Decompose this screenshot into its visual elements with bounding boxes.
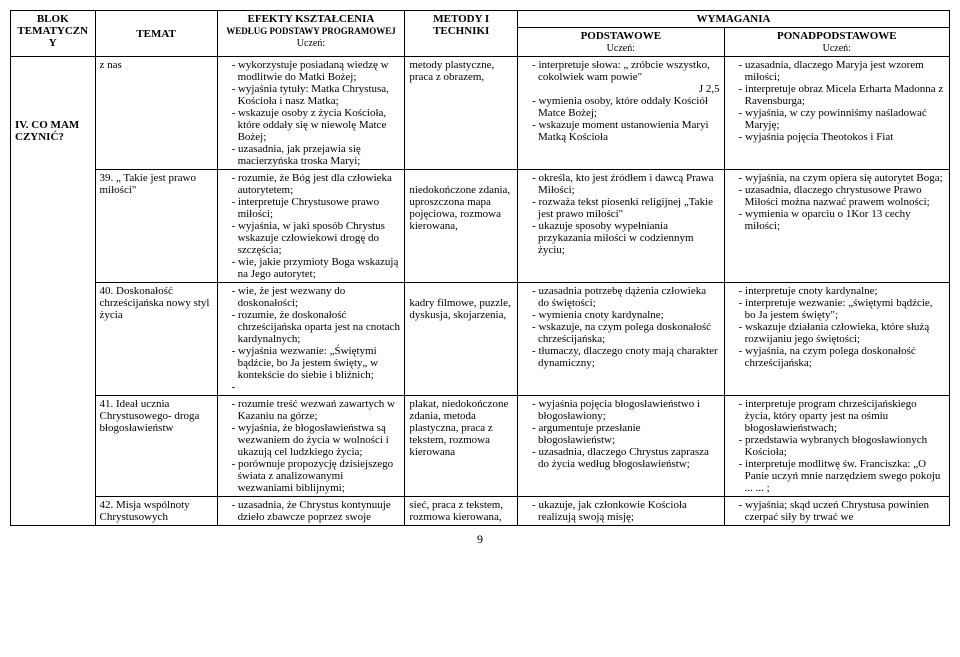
blok-label: IV. CO MAM CZYNIĆ? [15, 119, 79, 143]
cell-ponad: wyjaśnia; skąd uczeń Chrystusa powinien … [724, 497, 949, 526]
header-blok: BLOK TEMATYCZNY [11, 11, 96, 57]
list-item: wskazuje osoby z życia Kościoła, które o… [232, 107, 401, 143]
header-wymagania: WYMAGANIA [518, 11, 950, 28]
table-row: 39. „ Takie jest prawo miłości" rozumie,… [11, 170, 950, 283]
cell-metody: metody plastyczne, praca z obrazem, [405, 57, 518, 170]
cell-ponad: uzasadnia, dlaczego Maryja jest wzorem m… [724, 57, 949, 170]
list-item: uzasadnia, jak przejawia się macierzyńsk… [232, 143, 401, 167]
cell-metody: plakat, niedokończone zdania, metoda pla… [405, 396, 518, 497]
list-item: argumentuje przesłanie błogosławieństw; [532, 422, 720, 446]
header-podst: PODSTAWOWE Uczeń: [518, 28, 725, 57]
cell-podst: określa, kto jest źródłem i dawcą Prawa … [518, 170, 725, 283]
list-item: wskazuje działania człowieka, które służ… [739, 321, 945, 345]
list-item: uzasadnia, że Chrystus kontynuuje dzieło… [232, 499, 401, 523]
list-item: wyjaśnia wezwanie: „Świętymi bądźcie, bo… [232, 345, 401, 381]
header-ponad-uczen: Uczeń: [823, 43, 851, 54]
cell-podst: wyjaśnia pojęcia błogosławieństwo i błog… [518, 396, 725, 497]
list-item: ukazuje, jak członkowie Kościoła realizu… [532, 499, 720, 523]
header-efekty-uczen: Uczeń: [297, 38, 325, 49]
list-text: interpretuje słowa: „ zróbcie wszystko, … [538, 59, 710, 83]
list-item: wyjaśnia, na czym opiera się autorytet B… [739, 172, 945, 184]
list-item: uzasadnia, dlaczego Maryja jest wzorem m… [739, 59, 945, 83]
header-efekty-title: EFEKTY KSZTAŁCENIA [248, 13, 375, 25]
list-item: rozumie, że doskonałość chrześcijańska o… [232, 309, 401, 345]
cell-ponad: interpretuje program chrześcijańskiego ż… [724, 396, 949, 497]
cell-temat: 39. „ Takie jest prawo miłości" [95, 170, 217, 283]
list-item: wie, że jest wezwany do doskonałości; [232, 285, 401, 309]
list-item: porównuje propozycję dzisiejszego świata… [232, 458, 401, 494]
cell-metody: niedokończone zdania, uproszczona mapa p… [405, 170, 518, 283]
header-efekty-sub: WEDŁUG PODSTAWY PROGRAMOWEJ [226, 26, 396, 36]
list-item: określa, kto jest źródłem i dawcą Prawa … [532, 172, 720, 196]
cell-temat: z nas [95, 57, 217, 170]
list-item: wymienia osoby, które oddały Kościół Mat… [532, 95, 720, 119]
cell-metody: sieć, praca z tekstem, rozmowa kierowana… [405, 497, 518, 526]
list-item: wyjaśnia pojęcia Theotokos i Fiat [739, 131, 945, 143]
table-row: 42. Misja wspólnoty Chrystusowych uzasad… [11, 497, 950, 526]
cell-ponad: wyjaśnia, na czym opiera się autorytet B… [724, 170, 949, 283]
list-item: wyjaśnia tytuły: Matka Chrystusa, Kościo… [232, 83, 401, 107]
header-podst-uczen: Uczeń: [607, 43, 635, 54]
header-temat: TEMAT [95, 11, 217, 57]
list-item: wie, jakie przymioty Boga wskazują na Je… [232, 256, 401, 280]
ref-text: J 2,5 [538, 83, 720, 95]
cell-efekty: rozumie, że Bóg jest dla człowieka autor… [217, 170, 405, 283]
list-item: interpretuje wezwanie: „świętymi bądźcie… [739, 297, 945, 321]
table-row: 40. Doskonałość chrześcijańska nowy styl… [11, 283, 950, 396]
list-item: interpretuje obraz Micela Erharta Madonn… [739, 83, 945, 107]
list-item: rozważa tekst piosenki religijnej „Takie… [532, 196, 720, 220]
list-item: wymienia cnoty kardynalne; [532, 309, 720, 321]
list-item [232, 381, 401, 393]
list-item: interpretuje Chrystusowe prawo miłości; [232, 196, 401, 220]
curriculum-table: BLOK TEMATYCZNY TEMAT EFEKTY KSZTAŁCENIA… [10, 10, 950, 526]
list-item: rozumie treść wezwań zawartych w Kazaniu… [232, 398, 401, 422]
list-item: przedstawia wybranych błogosławionych Ko… [739, 434, 945, 458]
cell-efekty: rozumie treść wezwań zawartych w Kazaniu… [217, 396, 405, 497]
list-item: tłumaczy, dlaczego cnoty mają charakter … [532, 345, 720, 369]
cell-podst: interpretuje słowa: „ zróbcie wszystko, … [518, 57, 725, 170]
cell-temat: 42. Misja wspólnoty Chrystusowych [95, 497, 217, 526]
list-item: wykorzystuje posiadaną wiedzę w modlitwi… [232, 59, 401, 83]
list-text: interpretuje modlitwę św. Franciszka: „O… [745, 458, 941, 494]
cell-efekty: wie, że jest wezwany do doskonałości; ro… [217, 283, 405, 396]
header-efekty: EFEKTY KSZTAŁCENIA WEDŁUG PODSTAWY PROGR… [217, 11, 405, 57]
cell-efekty: wykorzystuje posiadaną wiedzę w modlitwi… [217, 57, 405, 170]
page-number: 9 [10, 532, 950, 547]
cell-podst: uzasadnia potrzebę dążenia człowieka do … [518, 283, 725, 396]
header-podst-title: PODSTAWOWE [581, 30, 661, 42]
list-item: wyjaśnia, że błogosławieństwa są wezwani… [232, 422, 401, 458]
header-ponad: PONADPODSTAWOWE Uczeń: [724, 28, 949, 57]
list-item: wymienia w oparciu o 1Kor 13 cechy miłoś… [739, 208, 945, 232]
cell-ponad: interpretuje cnoty kardynalne; interpret… [724, 283, 949, 396]
list-item: interpretuje cnoty kardynalne; [739, 285, 945, 297]
metody-text: kadry filmowe, puzzle, dyskusja, skojarz… [409, 297, 510, 321]
list-item: wyjaśnia, w czy powinniśmy naśladować Ma… [739, 107, 945, 131]
list-item: rozumie, że Bóg jest dla człowieka autor… [232, 172, 401, 196]
cell-blok: IV. CO MAM CZYNIĆ? [11, 57, 96, 526]
list-item: interpretuje program chrześcijańskiego ż… [739, 398, 945, 434]
list-item: wyjaśnia, w jaki sposób Chrystus wskazuj… [232, 220, 401, 256]
list-item: ukazuje sposoby wypełniania przykazania … [532, 220, 720, 256]
list-item: interpretuje modlitwę św. Franciszka: „O… [739, 458, 945, 494]
cell-podst: ukazuje, jak członkowie Kościoła realizu… [518, 497, 725, 526]
cell-temat: 40. Doskonałość chrześcijańska nowy styl… [95, 283, 217, 396]
list-item: uzasadnia potrzebę dążenia człowieka do … [532, 285, 720, 309]
header-ponad-title: PONADPODSTAWOWE [777, 30, 897, 42]
cell-temat: 41. Ideał ucznia Chrystusowego- droga bł… [95, 396, 217, 497]
list-item: uzasadnia, dlaczego Chrystus zaprasza do… [532, 446, 720, 470]
list-item: uzasadnia, dlaczego chrystusowe Prawo Mi… [739, 184, 945, 208]
temat-text: z nas [100, 59, 122, 71]
list-item: interpretuje słowa: „ zróbcie wszystko, … [532, 59, 720, 95]
table-row: 41. Ideał ucznia Chrystusowego- droga bł… [11, 396, 950, 497]
list-item: wskazuje moment ustanowienia Maryi Matką… [532, 119, 720, 143]
list-item: wyjaśnia pojęcia błogosławieństwo i błog… [532, 398, 720, 422]
metody-text: niedokończone zdania, uproszczona mapa p… [409, 184, 510, 232]
list-item: wyjaśnia; skąd uczeń Chrystusa powinien … [739, 499, 945, 523]
cell-metody: kadry filmowe, puzzle, dyskusja, skojarz… [405, 283, 518, 396]
cell-efekty: uzasadnia, że Chrystus kontynuuje dzieło… [217, 497, 405, 526]
header-metody: METODY I TECHNIKI [405, 11, 518, 57]
table-row: IV. CO MAM CZYNIĆ? z nas wykorzystuje po… [11, 57, 950, 170]
list-item: wskazuje, na czym polega doskonałość chr… [532, 321, 720, 345]
list-item: wyjaśnia, na czym polega doskonałość chr… [739, 345, 945, 369]
